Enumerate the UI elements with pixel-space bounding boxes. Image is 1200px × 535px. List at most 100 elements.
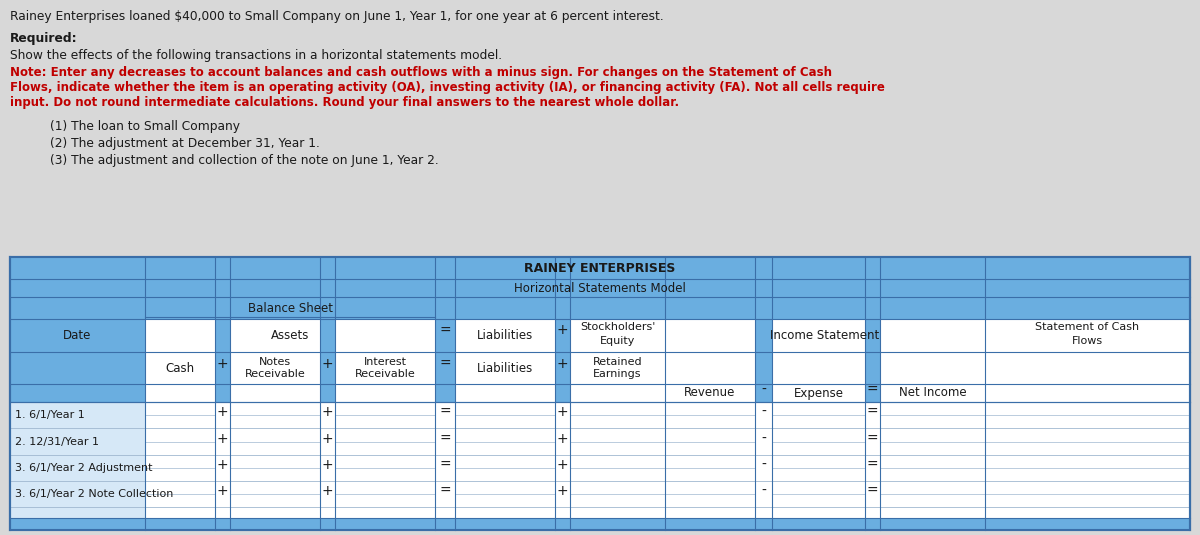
Bar	[772, 481, 865, 508]
Bar	[145, 429, 215, 455]
Bar	[335, 429, 436, 455]
Text: +: +	[557, 432, 569, 446]
Text: =: =	[439, 484, 451, 498]
Bar	[665, 319, 755, 402]
Text: Required:: Required:	[10, 32, 78, 45]
Bar	[230, 455, 320, 481]
Text: (3) The adjustment and collection of the note on June 1, Year 2.: (3) The adjustment and collection of the…	[50, 154, 439, 167]
Text: +: +	[322, 405, 334, 419]
Text: +: +	[557, 458, 569, 472]
Bar	[145, 402, 215, 429]
Text: 2. 12/31/Year 1: 2. 12/31/Year 1	[14, 437, 98, 447]
Text: =: =	[439, 324, 451, 338]
Bar	[145, 455, 215, 481]
Text: =: =	[866, 432, 878, 446]
Bar	[10, 257, 1190, 530]
Bar	[10, 257, 1190, 402]
Text: 3. 6/1/Year 2 Adjustment: 3. 6/1/Year 2 Adjustment	[14, 463, 152, 473]
Bar	[570, 319, 665, 402]
Text: +: +	[217, 405, 228, 419]
Text: +: +	[322, 432, 334, 446]
Bar	[985, 402, 1190, 429]
Text: -: -	[761, 458, 766, 472]
Bar	[335, 319, 436, 352]
Bar	[455, 481, 554, 508]
Text: -: -	[761, 383, 766, 397]
Bar	[985, 481, 1190, 508]
Bar	[570, 402, 665, 429]
Bar	[455, 455, 554, 481]
Text: =: =	[866, 405, 878, 419]
Bar	[230, 429, 320, 455]
Bar	[10, 402, 145, 530]
Bar	[985, 319, 1190, 402]
Text: =: =	[439, 458, 451, 472]
Text: Statement of Cash: Statement of Cash	[1036, 323, 1140, 332]
Text: -: -	[761, 405, 766, 419]
Bar	[455, 319, 554, 402]
Text: Net Income: Net Income	[899, 386, 966, 400]
Bar	[10, 429, 145, 455]
Text: Earnings: Earnings	[593, 369, 642, 379]
Text: Receivable: Receivable	[245, 369, 305, 379]
Bar	[455, 429, 554, 455]
Text: Income Statement: Income Statement	[770, 329, 880, 342]
Bar	[665, 481, 755, 508]
Text: RAINEY ENTERPRISES: RAINEY ENTERPRISES	[524, 262, 676, 274]
Bar	[10, 402, 1190, 530]
Bar	[145, 481, 215, 508]
Bar	[335, 402, 436, 429]
Bar	[10, 455, 145, 481]
Bar	[570, 455, 665, 481]
Text: Interest: Interest	[364, 357, 407, 367]
Text: Revenue: Revenue	[684, 386, 736, 400]
Text: +: +	[217, 458, 228, 472]
Bar	[570, 429, 665, 455]
Text: Note: Enter any decreases to account balances and cash outflows with a minus sig: Note: Enter any decreases to account bal…	[10, 66, 832, 79]
Text: Liabilities: Liabilities	[476, 329, 533, 342]
Bar	[772, 402, 865, 429]
Bar	[880, 402, 985, 429]
Bar	[880, 455, 985, 481]
Bar	[230, 319, 320, 402]
Bar	[335, 481, 436, 508]
Bar	[10, 257, 1190, 402]
Text: Balance Sheet: Balance Sheet	[247, 302, 332, 315]
Text: Cash: Cash	[166, 362, 194, 374]
Bar	[10, 257, 1190, 530]
Bar	[10, 518, 1190, 530]
Bar	[772, 455, 865, 481]
Text: +: +	[557, 484, 569, 498]
Text: +: +	[557, 324, 569, 338]
Text: Equity: Equity	[600, 337, 635, 347]
Text: =: =	[439, 432, 451, 446]
Text: Rainey Enterprises loaned $40,000 to Small Company on June 1, Year 1, for one ye: Rainey Enterprises loaned $40,000 to Sma…	[10, 10, 664, 23]
Bar	[145, 319, 215, 352]
Text: Expense: Expense	[793, 386, 844, 400]
Text: 3. 6/1/Year 2 Note Collection: 3. 6/1/Year 2 Note Collection	[14, 490, 173, 499]
Text: +: +	[217, 484, 228, 498]
Bar	[145, 402, 1190, 530]
Text: Liabilities: Liabilities	[476, 362, 533, 374]
Bar	[230, 402, 320, 429]
Text: Receivable: Receivable	[355, 369, 415, 379]
Bar	[145, 319, 215, 402]
Bar	[145, 319, 1190, 402]
Bar	[455, 319, 554, 352]
Text: =: =	[439, 405, 451, 419]
Text: =: =	[866, 383, 878, 397]
Bar	[880, 481, 985, 508]
Text: -: -	[761, 432, 766, 446]
Text: +: +	[322, 357, 334, 371]
Bar	[880, 319, 985, 402]
Text: +: +	[557, 357, 569, 371]
Text: Date: Date	[64, 329, 91, 342]
Bar	[10, 257, 1190, 530]
Text: Notes: Notes	[259, 357, 292, 367]
Text: input. Do not round intermediate calculations. Round your final answers to the n: input. Do not round intermediate calcula…	[10, 96, 679, 109]
Bar	[880, 429, 985, 455]
Bar	[230, 481, 320, 508]
Text: +: +	[322, 458, 334, 472]
Text: (2) The adjustment at December 31, Year 1.: (2) The adjustment at December 31, Year …	[50, 137, 320, 150]
Bar	[10, 402, 145, 530]
